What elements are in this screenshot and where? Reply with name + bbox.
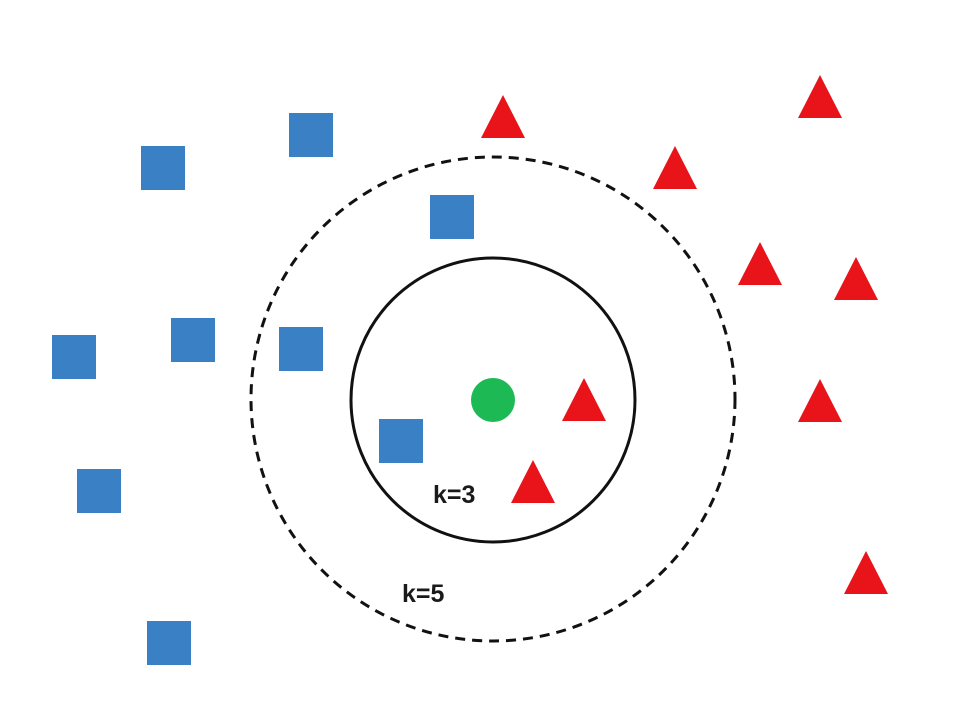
outer-dashed-circle	[249, 155, 737, 643]
green-circle-icon	[471, 378, 515, 422]
red-triangle-icon	[562, 378, 606, 421]
blue-square-icon	[171, 318, 215, 362]
red-triangle-icon	[653, 146, 697, 189]
blue-square-icon	[147, 621, 191, 665]
blue-square-icon	[279, 327, 323, 371]
red-triangle-icon	[798, 75, 842, 118]
square-points	[52, 113, 474, 665]
blue-square-icon	[379, 419, 423, 463]
blue-square-icon	[141, 146, 185, 190]
red-triangle-icon	[834, 257, 878, 300]
inner-circle-label: k=3	[433, 481, 475, 509]
outer-circle-label: k=5	[402, 580, 445, 608]
red-triangle-icon	[481, 95, 525, 138]
blue-square-icon	[430, 195, 474, 239]
triangle-points	[481, 75, 888, 594]
red-triangle-icon	[844, 551, 888, 594]
red-triangle-icon	[511, 460, 555, 503]
red-triangle-icon	[798, 379, 842, 422]
blue-square-icon	[289, 113, 333, 157]
inner-solid-circle	[349, 256, 637, 544]
blue-square-icon	[52, 335, 96, 379]
red-triangle-icon	[738, 242, 782, 285]
blue-square-icon	[77, 469, 121, 513]
